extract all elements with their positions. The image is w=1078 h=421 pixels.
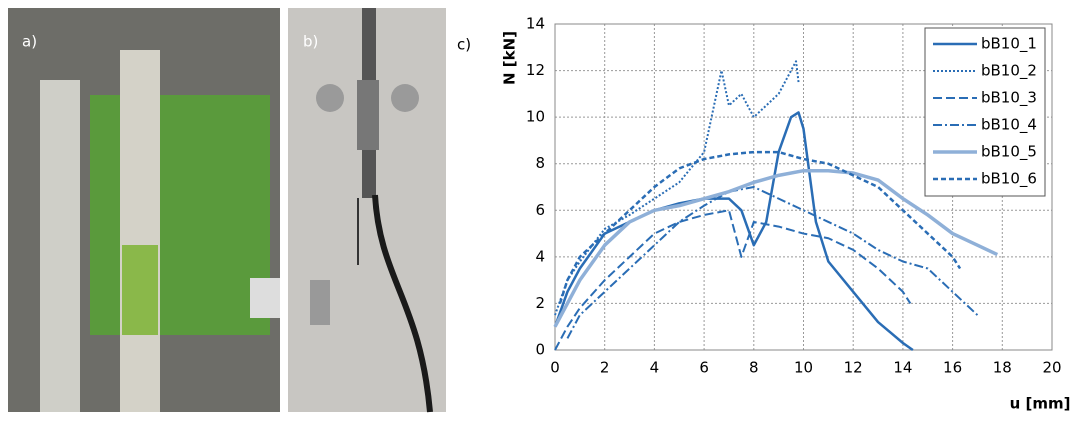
panel-label: c) <box>457 36 471 54</box>
x-tick-label: 18 <box>993 359 1012 377</box>
x-axis-label: u [mm] <box>1010 395 1071 413</box>
legend-label: bB10_5 <box>981 143 1037 162</box>
photo-a <box>8 8 280 412</box>
y-tick-label: 2 <box>535 294 545 312</box>
data-line <box>553 168 999 328</box>
x-tick-label: 6 <box>699 359 709 377</box>
legend-label: bB10_3 <box>981 89 1037 108</box>
panel-label: b) <box>303 33 318 51</box>
y-tick-label: 10 <box>526 108 545 126</box>
legend-label: bB10_6 <box>981 170 1037 189</box>
x-tick-label: 4 <box>650 359 660 377</box>
data-line <box>554 60 800 316</box>
data-line <box>558 150 962 304</box>
y-tick-label: 4 <box>535 247 545 265</box>
y-tick-label: 8 <box>535 154 545 172</box>
legend-label: bB10_4 <box>981 116 1037 135</box>
legend-box <box>924 27 1046 197</box>
y-tick-label: 12 <box>526 61 545 79</box>
x-tick-label: 2 <box>600 359 610 377</box>
data-line <box>566 186 979 339</box>
x-tick-label: 20 <box>1042 359 1061 377</box>
legend-label: bB10_2 <box>981 62 1037 81</box>
x-tick-label: 10 <box>794 359 813 377</box>
x-tick-label: 16 <box>943 359 962 377</box>
y-tick-label: 6 <box>535 201 545 219</box>
y-axis-label: N [kN] <box>501 31 519 85</box>
data-line <box>554 209 912 351</box>
x-tick-label: 14 <box>893 359 912 377</box>
data-line <box>553 111 914 352</box>
legend-label: bB10_1 <box>981 35 1037 54</box>
x-tick-label: 12 <box>844 359 863 377</box>
photo-b <box>288 8 446 413</box>
plot-frame <box>554 23 1053 351</box>
y-tick-label: 14 <box>526 15 545 33</box>
x-tick-label: 8 <box>749 359 759 377</box>
panel-label: a) <box>22 33 37 51</box>
y-tick-label: 0 <box>535 341 545 359</box>
x-tick-label: 0 <box>550 359 560 377</box>
